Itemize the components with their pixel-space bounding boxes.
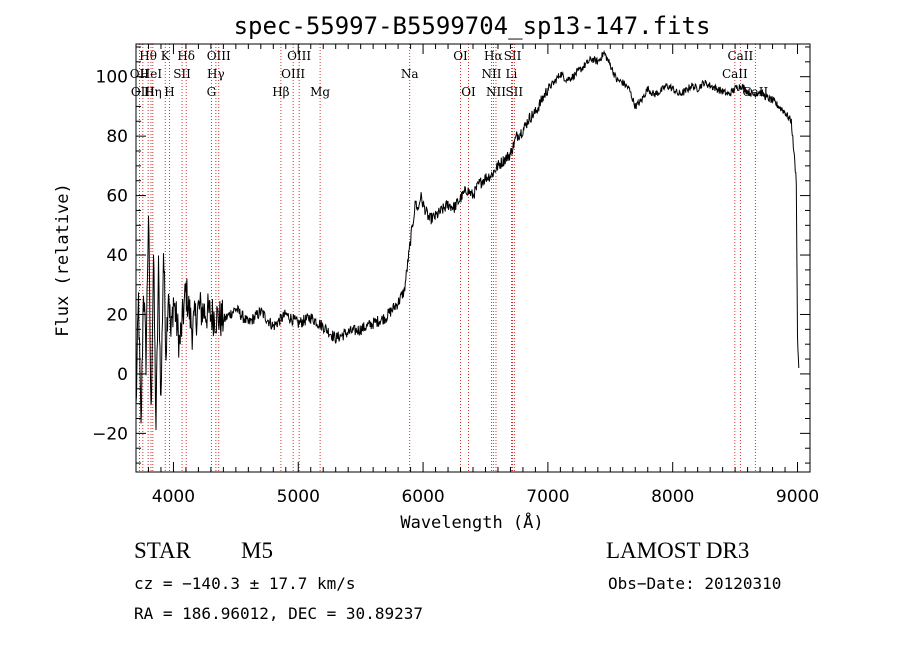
line-marker-label-19: Hα xyxy=(484,49,503,63)
y-tick-label: 100 xyxy=(96,68,128,88)
object-subclass: M5 xyxy=(241,538,273,563)
y-tick-label: 60 xyxy=(106,187,128,207)
line-marker-label-5: K xyxy=(161,49,171,63)
y-tick-label: 0 xyxy=(117,365,128,385)
survey-name: LAMOST DR3 xyxy=(606,538,750,563)
line-marker-label-15: Mg xyxy=(310,85,330,99)
y-axis-label: Flux (relative) xyxy=(53,183,73,337)
obs-date-text: Obs−Date: 20120310 xyxy=(608,574,782,593)
y-tick-label: 80 xyxy=(106,127,128,147)
line-marker-label-4: Hη xyxy=(144,85,162,99)
series-line-0 xyxy=(135,49,800,431)
spectrum-series xyxy=(135,49,800,431)
line-marker-label-1: OII xyxy=(130,67,150,81)
x-axis-ticks: 4000 5000 6000 7000 8000 9000 xyxy=(135,44,819,507)
line-marker-label-13: OIII xyxy=(287,49,311,63)
line-marker-label-26: CaII xyxy=(722,67,748,81)
chart-title: spec-55997-B5599704_sp13-147.fits xyxy=(234,12,711,40)
line-marker-label-23: Li xyxy=(506,67,518,81)
redshift-text: cz = −140.3 ± 17.7 km/s xyxy=(134,574,356,593)
line-marker-label-20: NII xyxy=(481,67,501,81)
y-tick-label: 20 xyxy=(106,305,128,325)
line-marker-label-22: SII xyxy=(504,49,522,63)
line-marker-label-24: SII xyxy=(505,85,523,99)
line-marker-label-21: NII xyxy=(486,85,506,99)
object-class: STAR xyxy=(134,538,191,563)
coordinates-text: RA = 186.96012, DEC = 30.89237 xyxy=(134,604,423,623)
line-marker-label-16: Na xyxy=(401,67,419,81)
line-marker-label-14: OIII xyxy=(281,67,305,81)
line-marker-label-11: G xyxy=(207,85,217,99)
x-tick-label: 6000 xyxy=(401,487,444,507)
line-marker-label-2: OIII xyxy=(131,85,155,99)
x-tick-label: 7000 xyxy=(526,487,569,507)
y-tick-label: −20 xyxy=(92,424,128,444)
line-marker-label-18: OI xyxy=(461,85,476,99)
x-tick-label: 9000 xyxy=(776,487,819,507)
y-tick-label: 40 xyxy=(106,246,128,266)
line-marker-label-12: Hβ xyxy=(272,85,289,99)
line-marker-label-0: Hθ xyxy=(139,49,157,63)
y-axis-ticks: −20 0 20 40 60 80 100 xyxy=(92,46,810,464)
x-tick-label: 5000 xyxy=(277,487,320,507)
x-tick-label: 8000 xyxy=(651,487,694,507)
line-marker-label-10: Hγ xyxy=(207,67,225,81)
line-marker-label-25: CaII xyxy=(727,49,753,63)
x-axis-label: Wavelength (Å) xyxy=(400,511,543,533)
line-marker-label-7: H xyxy=(164,85,174,99)
line-marker-label-6: SII xyxy=(173,67,191,81)
line-marker-label-9: OIII xyxy=(207,49,231,63)
x-tick-label: 4000 xyxy=(152,487,195,507)
line-marker-label-3: HeI xyxy=(140,67,163,81)
line-marker-label-8: Hδ xyxy=(177,49,195,63)
line-marker-label-17: OI xyxy=(453,49,468,63)
plot-frame xyxy=(135,43,811,473)
